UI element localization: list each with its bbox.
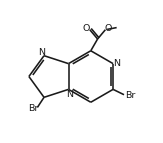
- Text: Br: Br: [28, 104, 38, 113]
- Text: N: N: [66, 90, 73, 99]
- Text: Br: Br: [126, 91, 136, 100]
- Text: O: O: [83, 24, 90, 33]
- Text: N: N: [38, 48, 45, 57]
- Text: N: N: [113, 59, 120, 68]
- Text: O: O: [104, 24, 112, 33]
